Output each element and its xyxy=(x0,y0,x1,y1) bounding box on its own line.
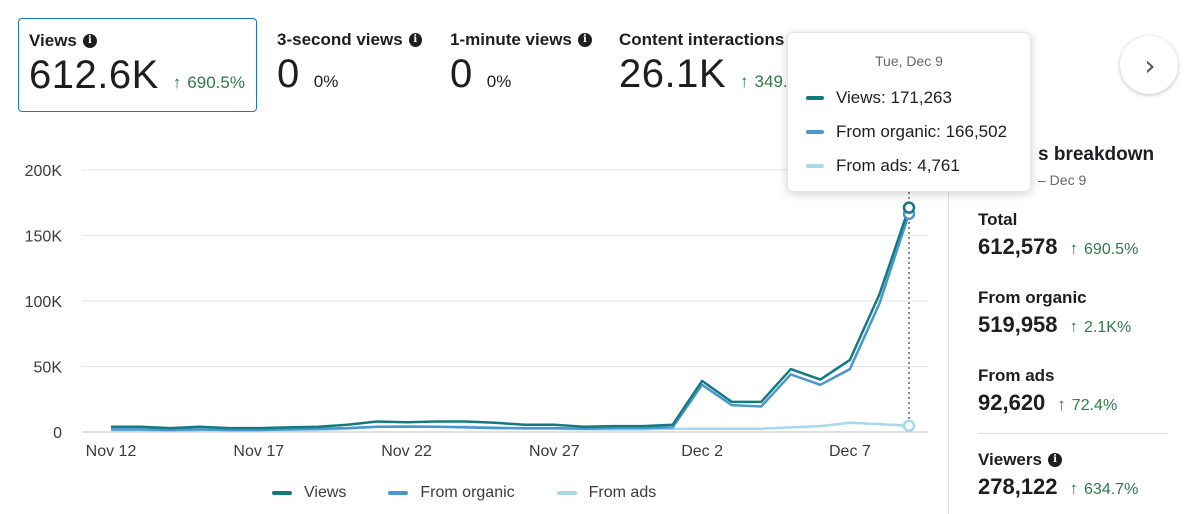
metric-label: 3-second views i xyxy=(277,30,422,50)
breakdown-value: 612,578 xyxy=(978,234,1058,259)
legend-swatch xyxy=(388,491,409,495)
metric-tab-content-interactions[interactable]: Content interactions 26.1K ↑349.1 xyxy=(609,18,789,112)
x-tick-label: Nov 22 xyxy=(381,443,432,460)
legend-swatch xyxy=(272,491,292,495)
y-tick-label: 200K xyxy=(25,163,63,180)
x-tick-label: Nov 17 xyxy=(233,443,284,460)
metric-label: Content interactions xyxy=(619,30,785,49)
breakdown-divider xyxy=(978,433,1168,434)
panel-divider xyxy=(948,120,949,514)
info-icon[interactable]: i xyxy=(1047,453,1062,467)
highlight-point-views xyxy=(902,201,916,214)
breakdown-date-range: – Dec 9 xyxy=(1038,172,1087,188)
chart-tooltip: Tue, Dec 9 Views: 171,263 From organic: … xyxy=(787,32,1031,192)
metric-tab-views[interactable]: Views i 612.6K ↑ 690.5% xyxy=(18,18,257,112)
chart-legend: Views From organic From ads xyxy=(272,484,656,502)
y-tick-label: 100K xyxy=(25,294,63,311)
breakdown-value: 92,620 xyxy=(978,390,1046,415)
arrow-up-icon: ↑ xyxy=(172,73,182,92)
arrow-up-icon: ↑ xyxy=(1057,395,1066,414)
breakdown-item-from-ads: From ads 92,620 ↑ 72.4% xyxy=(978,366,1118,415)
arrow-up-icon: ↑ xyxy=(1069,317,1079,336)
breakdown-value: 519,958 xyxy=(978,312,1058,337)
series-line-from-organic xyxy=(111,213,911,432)
breakdown-item-from-organic: From organic 519,958 ↑ 2.1K% xyxy=(978,288,1132,337)
y-tick-label: 50K xyxy=(34,360,63,377)
metric-label: 1-minute views i xyxy=(450,30,595,50)
metric-tab-3-second-views[interactable]: 3-second views i 0 0% xyxy=(267,18,432,112)
x-tick-label: Nov 27 xyxy=(529,443,580,460)
info-icon[interactable]: i xyxy=(408,33,422,47)
tooltip-row-views: Views: 171,263 xyxy=(806,81,1012,115)
metric-change: 0% xyxy=(313,72,339,91)
x-tick-label: Dec 2 xyxy=(681,443,723,460)
breakdown-change: ↑ 634.7% xyxy=(1069,479,1139,498)
arrow-up-icon: ↑ xyxy=(740,72,749,91)
breakdown-item-total: Total 612,578 ↑ 690.5% xyxy=(978,210,1139,259)
arrow-up-icon: ↑ xyxy=(1069,479,1079,498)
breakdown-item-viewers: Viewers i 278,122 ↑ 634.7% xyxy=(978,450,1139,499)
x-tick-label: Dec 7 xyxy=(829,443,871,460)
series-line-views xyxy=(111,207,911,430)
y-tick-label: 0 xyxy=(53,425,62,442)
metric-value: 26.1K xyxy=(619,52,727,96)
legend-item-views[interactable]: Views xyxy=(272,484,346,502)
tooltip-row-from-ads: From ads: 4,761 xyxy=(806,149,1012,183)
arrow-up-icon: ↑ xyxy=(1069,239,1079,258)
tooltip-swatch xyxy=(806,130,824,134)
legend-item-from-ads[interactable]: From ads xyxy=(556,484,656,502)
chevron-right-icon: › xyxy=(1144,48,1156,82)
tooltip-swatch xyxy=(806,164,824,168)
info-icon[interactable]: i xyxy=(82,34,97,48)
y-tick-label: 150K xyxy=(25,229,63,246)
metric-change: 0% xyxy=(486,72,512,91)
metric-change: ↑ 690.5% xyxy=(172,73,245,92)
metric-tab-1-minute-views[interactable]: 1-minute views i 0 0% xyxy=(440,18,605,112)
breakdown-value: 278,122 xyxy=(978,474,1058,499)
metric-value: 0 xyxy=(277,52,300,96)
legend-item-from-organic[interactable]: From organic xyxy=(388,484,515,502)
metric-value: 0 xyxy=(450,52,473,96)
breakdown-change: ↑ 690.5% xyxy=(1069,239,1139,258)
x-tick-label: Nov 12 xyxy=(86,443,137,460)
tooltip-row-from-organic: From organic: 166,502 xyxy=(806,115,1012,149)
metric-value: 612.6K xyxy=(29,53,159,97)
legend-swatch xyxy=(556,491,577,495)
tooltip-swatch xyxy=(806,96,824,100)
metric-label: Views i xyxy=(29,31,246,51)
breakdown-title: s breakdown xyxy=(1038,144,1155,165)
tooltip-date: Tue, Dec 9 xyxy=(875,53,943,69)
breakdown-change: ↑ 72.4% xyxy=(1057,395,1118,414)
metric-change: ↑349.1 xyxy=(740,72,789,91)
breakdown-change: ↑ 2.1K% xyxy=(1069,317,1132,336)
info-icon[interactable]: i xyxy=(577,33,592,47)
highlight-point-from-ads xyxy=(902,419,916,433)
next-metrics-button[interactable]: › xyxy=(1120,36,1178,94)
